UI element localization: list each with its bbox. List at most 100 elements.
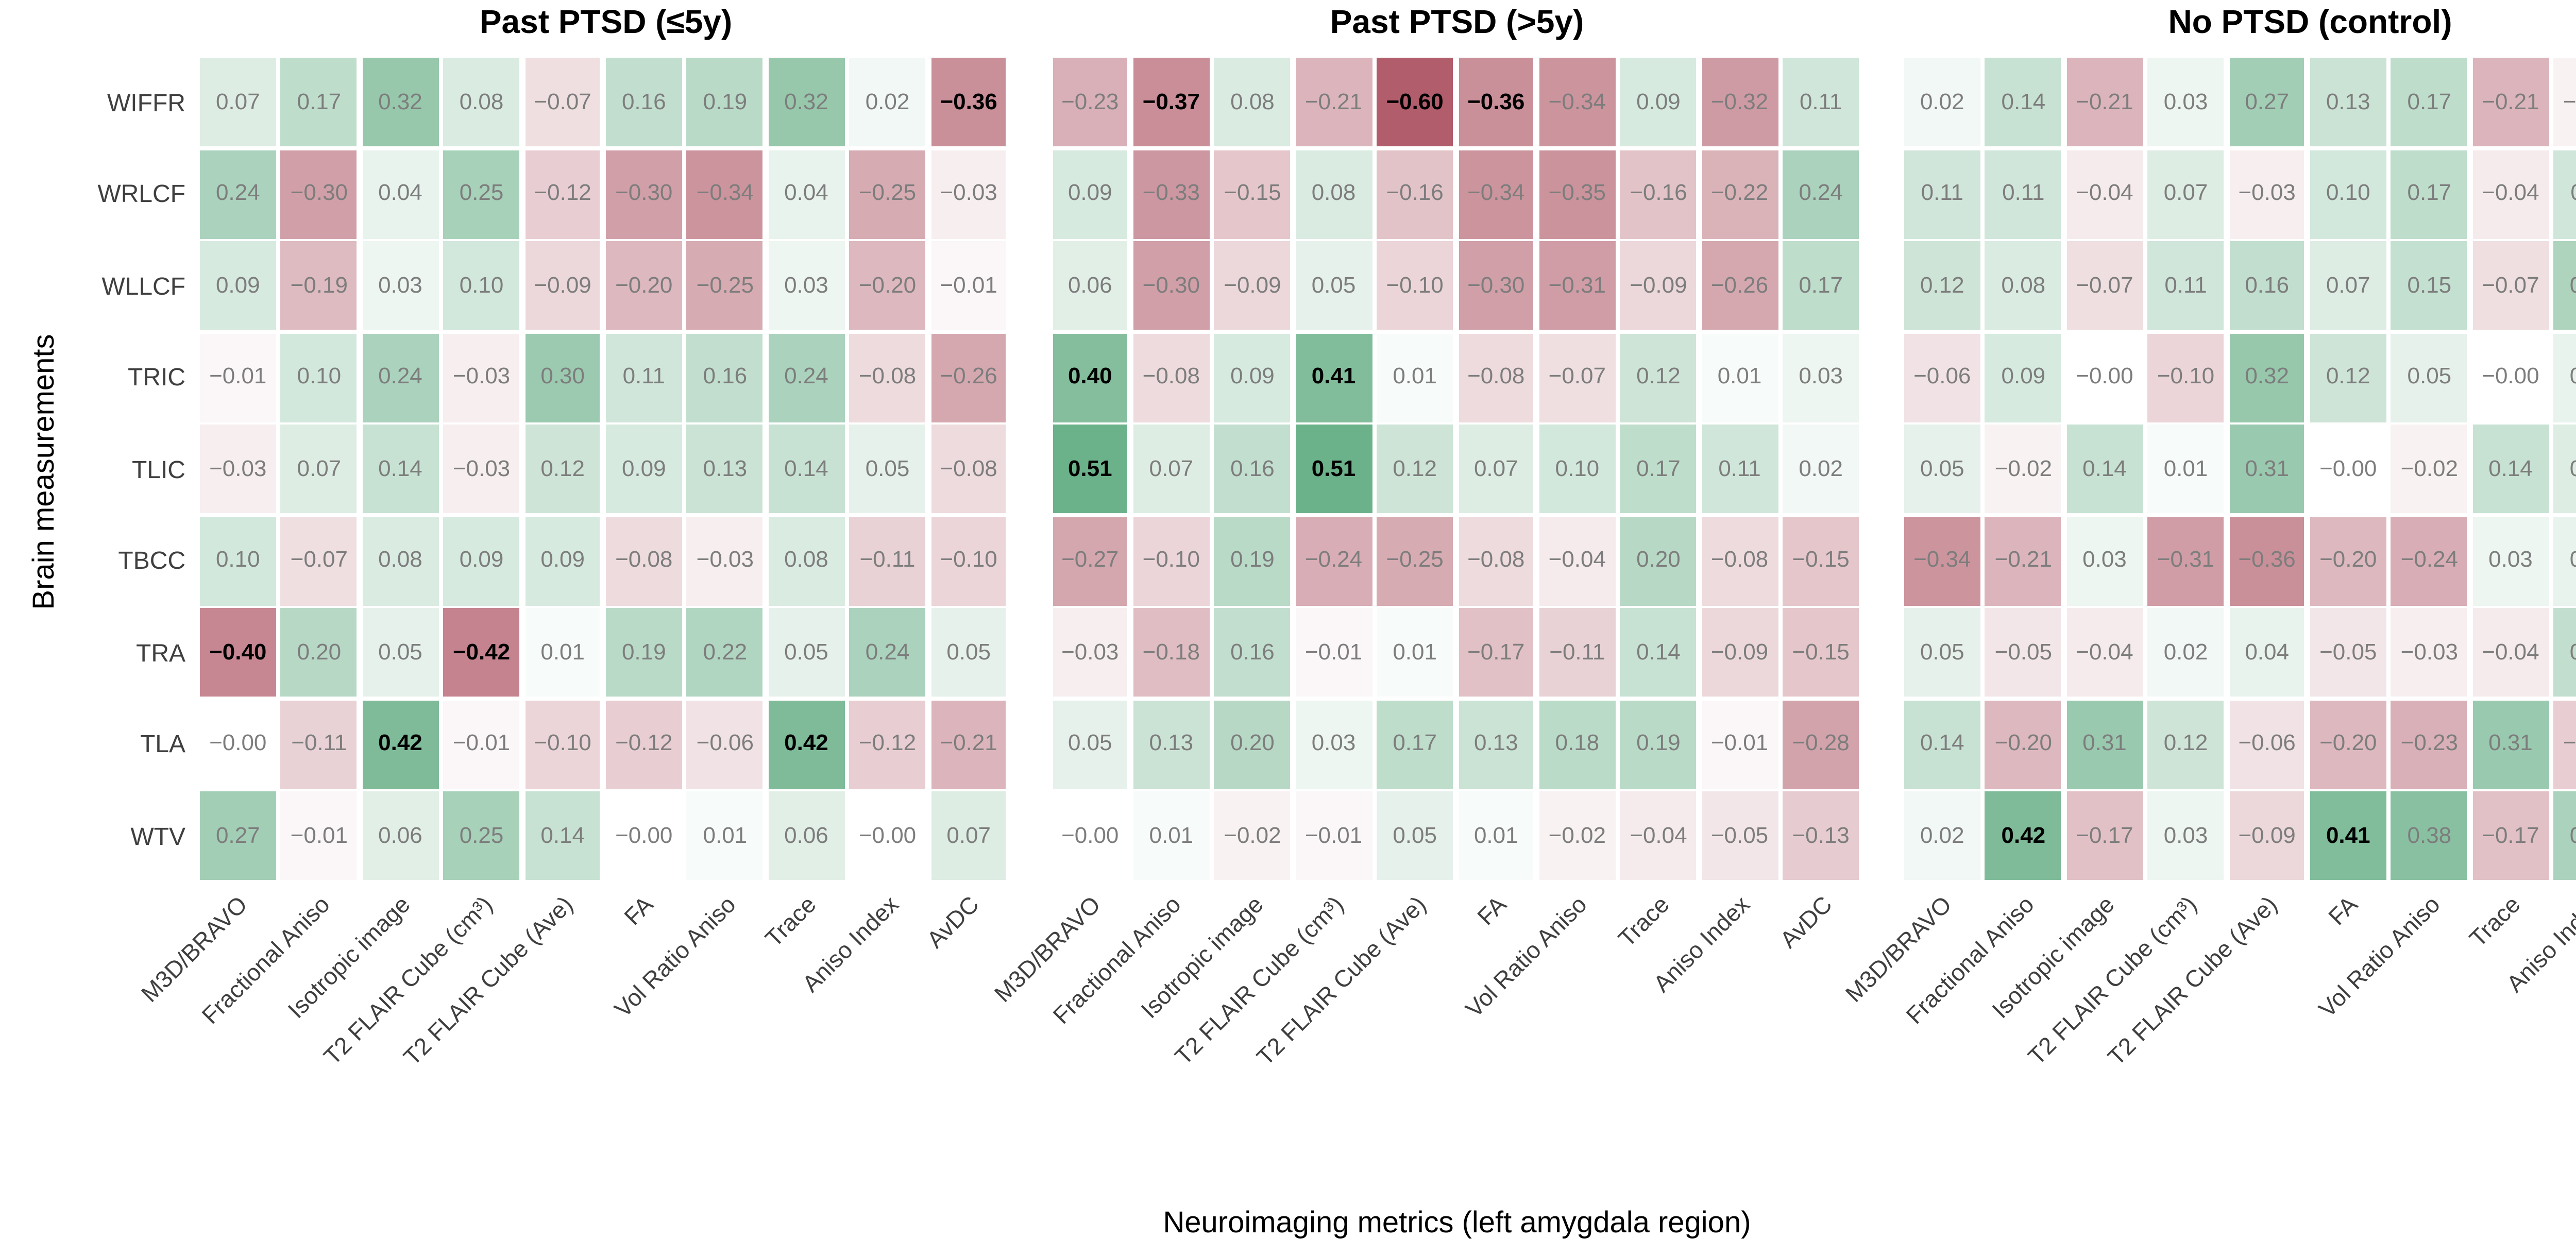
heatmap-cell: 0.04 — [768, 149, 844, 239]
heatmap-cell: 0.05 — [930, 608, 1007, 698]
heatmap-cell: −0.07 — [2472, 241, 2549, 330]
heatmap-cell: −0.15 — [1214, 149, 1291, 239]
heatmap-cell: −0.09 — [2229, 792, 2305, 881]
heatmap-cell: 0.32 — [2229, 333, 2305, 422]
heatmap-cell: 0.14 — [1985, 58, 2062, 147]
heatmap-cell: 0.03 — [2472, 517, 2549, 606]
row-label: WRLCF — [97, 179, 185, 209]
heatmap-cell: −0.02 — [1539, 792, 1616, 881]
heatmap-cell: 0.03 — [2147, 58, 2224, 147]
heatmap-cell: −0.00 — [200, 700, 276, 789]
heatmap-cell: −0.17 — [1458, 608, 1534, 698]
heatmap-cell: 0.04 — [2553, 333, 2576, 422]
heatmap-cell: −0.04 — [2472, 608, 2549, 698]
heatmap-cell: 0.16 — [2229, 241, 2305, 330]
heatmap-cell: 0.12 — [1620, 333, 1697, 422]
row-label: TLA — [140, 730, 185, 759]
heatmap-cell: −0.20 — [1985, 700, 2062, 789]
heatmap-cell: 0.13 — [2310, 58, 2386, 147]
heatmap-cell: −0.32 — [1701, 58, 1778, 147]
x-axis-title: Neuroimaging metrics (left amygdala regi… — [1163, 1208, 1751, 1241]
heatmap-cell: −0.30 — [281, 149, 358, 239]
heatmap-cell: 0.10 — [1539, 425, 1616, 514]
heatmap-cell: −0.20 — [849, 241, 926, 330]
heatmap-cell: −0.16 — [1377, 149, 1453, 239]
heatmap-cell: 0.16 — [687, 333, 764, 422]
heatmap-cell: −0.12 — [524, 149, 601, 239]
heatmap-panel: 0.020.14−0.210.030.270.130.17−0.21−0.02−… — [1904, 58, 2576, 884]
panel-title-past-ptsd-gt5y: Past PTSD (>5y) — [1330, 6, 1584, 41]
heatmap-cell: 0.30 — [524, 333, 601, 422]
heatmap-cell: −0.01 — [1701, 700, 1778, 789]
heatmap-cell: −0.26 — [930, 333, 1007, 422]
heatmap-cell: −0.20 — [2310, 700, 2386, 789]
heatmap-cell: 0.01 — [687, 792, 764, 881]
heatmap-cell: −0.33 — [1133, 149, 1210, 239]
heatmap-cell: −0.03 — [443, 333, 520, 422]
heatmap-cell: −0.02 — [2391, 425, 2468, 514]
heatmap-cell: 0.01 — [1377, 608, 1453, 698]
heatmap-cell: −0.36 — [930, 58, 1007, 147]
heatmap-cell: −0.01 — [1295, 608, 1372, 698]
heatmap-cell: −0.30 — [606, 149, 682, 239]
heatmap-cell: 0.42 — [362, 700, 438, 789]
row-label: WTV — [130, 822, 185, 851]
heatmap-cell: 0.13 — [687, 425, 764, 514]
heatmap-cell: −0.21 — [2066, 58, 2143, 147]
heatmap-cell: −0.25 — [687, 241, 764, 330]
row-label: WIFFR — [107, 88, 185, 117]
heatmap-cell: 0.07 — [281, 425, 358, 514]
heatmap-cell: 0.03 — [1295, 700, 1372, 789]
heatmap-cell: 0.08 — [1295, 149, 1372, 239]
heatmap-cell: −0.04 — [2472, 149, 2549, 239]
heatmap-cell: 0.09 — [200, 241, 276, 330]
heatmap-cell: 0.41 — [2310, 792, 2386, 881]
heatmap-cell: −0.00 — [1052, 792, 1128, 881]
heatmap-cell: 0.14 — [1904, 700, 1980, 789]
heatmap-cell: −0.21 — [930, 700, 1007, 789]
heatmap-cell: 0.17 — [281, 58, 358, 147]
heatmap-cell: −0.03 — [200, 425, 276, 514]
heatmap-cell: 0.14 — [362, 425, 438, 514]
heatmap-cell: 0.05 — [1052, 700, 1128, 789]
heatmap-cell: 0.01 — [1133, 792, 1210, 881]
heatmap-cell: 0.12 — [2310, 333, 2386, 422]
heatmap-cell: 0.14 — [768, 425, 844, 514]
heatmap-cell: 0.08 — [443, 58, 520, 147]
heatmap-cell: −0.02 — [2553, 58, 2576, 147]
heatmap-cell: 0.03 — [362, 241, 438, 330]
heatmap-cell: −0.34 — [1539, 58, 1616, 147]
heatmap-cell: −0.10 — [1133, 517, 1210, 606]
row-label: TLIC — [131, 454, 185, 484]
heatmap-cell: −0.01 — [200, 333, 276, 422]
heatmap-cell: −0.42 — [443, 608, 520, 698]
heatmap-cell: −0.15 — [1783, 517, 1859, 606]
heatmap-cell: 0.10 — [200, 517, 276, 606]
heatmap-cell: −0.21 — [1985, 517, 2062, 606]
heatmap-cell: −0.12 — [2553, 700, 2576, 789]
heatmap-cell: −0.05 — [2310, 608, 2386, 698]
heatmap-cell: 0.24 — [362, 333, 438, 422]
heatmap-cell: −0.08 — [1458, 517, 1534, 606]
heatmap-cell: 0.09 — [1620, 58, 1697, 147]
heatmap-cell: 0.24 — [200, 149, 276, 239]
heatmap-cell: −0.01 — [281, 792, 358, 881]
heatmap-cell: 0.11 — [2147, 241, 2224, 330]
heatmap-cell: 0.20 — [281, 608, 358, 698]
heatmap-cell: −0.24 — [1295, 517, 1372, 606]
heatmap-cell: 0.51 — [1052, 425, 1128, 514]
heatmap-cell: 0.09 — [1214, 333, 1291, 422]
heatmap-cell: −0.11 — [281, 700, 358, 789]
heatmap-cell: 0.01 — [1701, 333, 1778, 422]
heatmap-cell: 0.05 — [1377, 792, 1453, 881]
heatmap-cell: 0.27 — [2229, 58, 2305, 147]
heatmap-cell: 0.08 — [768, 517, 844, 606]
heatmap-cell: −0.03 — [2229, 149, 2305, 239]
heatmap-cell: 0.04 — [2553, 517, 2576, 606]
panel-title-past-ptsd-le5y: Past PTSD (≤5y) — [479, 6, 733, 41]
heatmap-cell: −0.10 — [930, 517, 1007, 606]
heatmap-cell: −0.17 — [2472, 792, 2549, 881]
heatmap-cell: 0.11 — [1701, 425, 1778, 514]
heatmap-cell: −0.09 — [1620, 241, 1697, 330]
heatmap-cell: −0.34 — [687, 149, 764, 239]
